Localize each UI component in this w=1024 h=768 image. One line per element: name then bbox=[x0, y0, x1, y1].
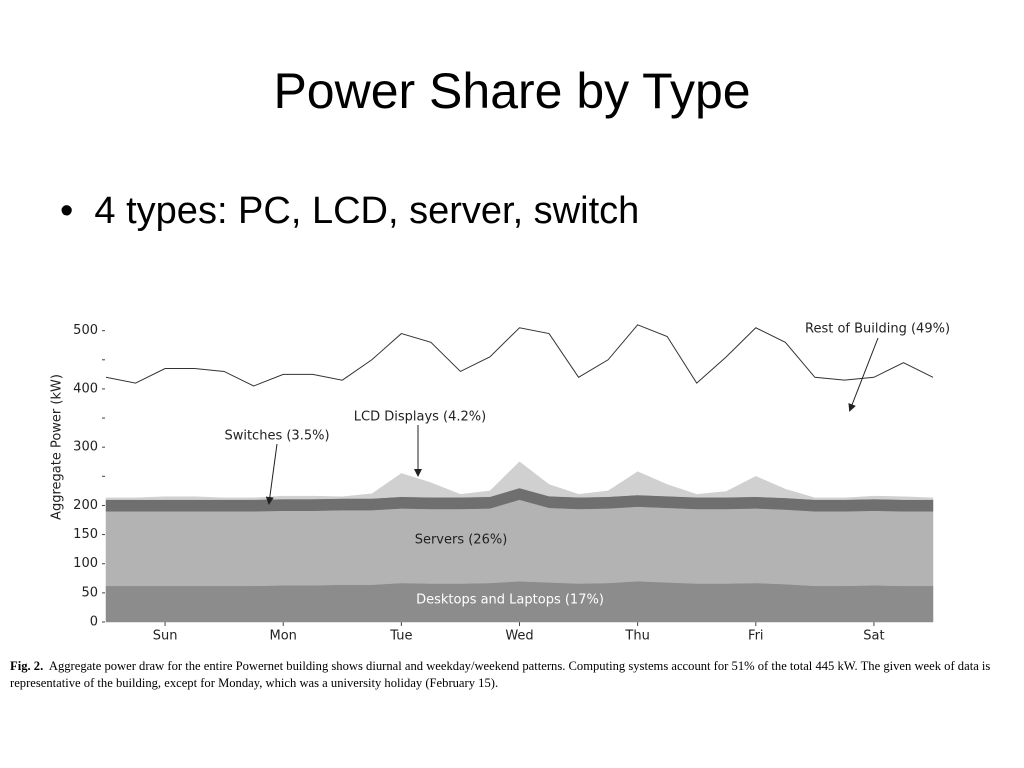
caption-text: Aggregate power draw for the entire Powe… bbox=[10, 659, 991, 690]
total-line bbox=[105, 324, 934, 387]
caption-label: Fig. 2. bbox=[10, 659, 44, 673]
y-tick-label: 200 bbox=[73, 498, 98, 513]
area bbox=[105, 461, 934, 500]
y-tick-label: 100 bbox=[73, 556, 98, 571]
series-label: Desktops and Laptops (17%) bbox=[416, 593, 604, 608]
x-tick-label: Mon bbox=[270, 629, 297, 644]
chart: Aggregate Power (kW) 0 50 100 150 200 300 400 5… bbox=[50, 322, 951, 644]
x-tick-label: Wed bbox=[505, 629, 533, 644]
x-tick-label: Sat bbox=[863, 629, 884, 644]
series-label: Rest of Building (49%) bbox=[805, 322, 950, 337]
x-tick-label: Tue bbox=[389, 629, 412, 644]
annotation-arrow bbox=[265, 443, 278, 505]
series-label: Switches (3.5%) bbox=[224, 429, 329, 444]
series-label: LCD Displays (4.2%) bbox=[354, 410, 486, 425]
y-tick-label: 300 bbox=[73, 440, 98, 455]
y-axis-label: Aggregate Power (kW) bbox=[50, 374, 65, 520]
y-tick-label: 150 bbox=[73, 527, 98, 542]
slide-title: Power Share by Type bbox=[273, 63, 751, 119]
x-tick-label: Thu bbox=[624, 629, 649, 644]
caption: Fig. 2. Aggregate power draw for the ent… bbox=[10, 658, 1015, 692]
series-label: Servers (26%) bbox=[415, 533, 508, 548]
y-tick-label: 400 bbox=[73, 381, 98, 396]
bullet-text: 4 types: PC, LCD, server, switch bbox=[94, 190, 640, 232]
y-tick-label: 0 bbox=[90, 615, 98, 630]
area bbox=[105, 499, 934, 587]
y-tick-label: 500 bbox=[73, 323, 98, 338]
x-tick-label: Fri bbox=[748, 629, 764, 644]
y-tick-label: 50 bbox=[81, 585, 98, 600]
bullet: • 4 types: PC, LCD, server, switch bbox=[60, 190, 640, 232]
annotation-arrow bbox=[848, 337, 879, 412]
x-tick-label: Sun bbox=[153, 629, 178, 644]
